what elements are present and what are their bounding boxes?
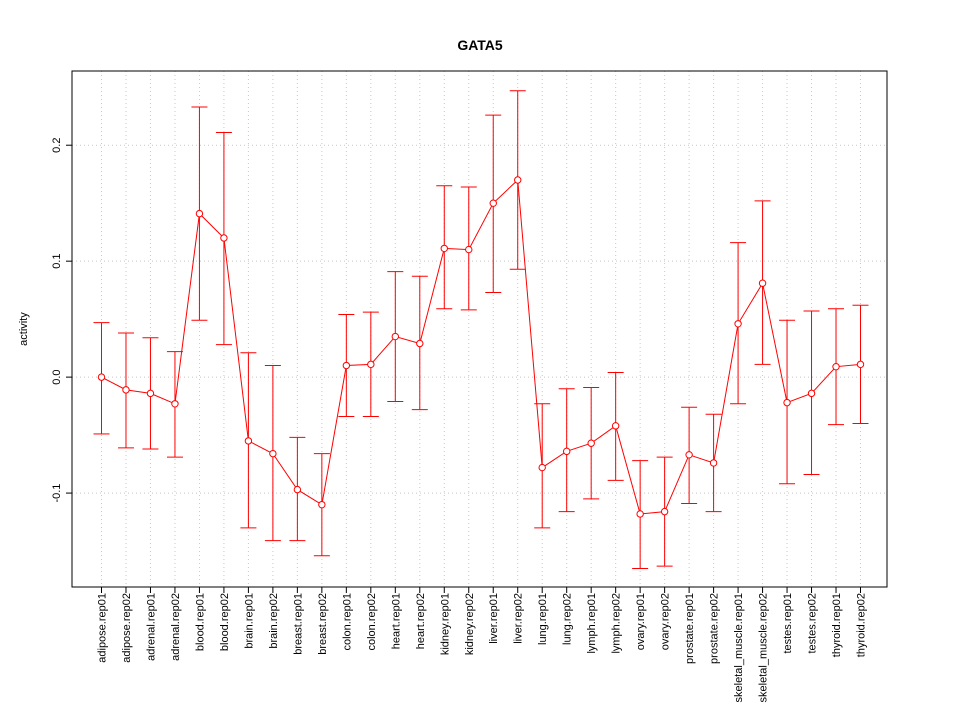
x-tick-label: colon.rep01 [341, 593, 353, 651]
x-tick-label: heart.rep02 [415, 593, 427, 649]
series-line [101, 178, 861, 515]
x-tick-label: adrenal.rep01 [145, 593, 157, 661]
y-tick-label: 0.1 [51, 254, 63, 269]
data-point [636, 510, 644, 518]
data-point [465, 245, 473, 254]
data-point [709, 459, 718, 467]
y-tick-label: -0.1 [51, 484, 63, 503]
x-tick-label: testes.rep02 [807, 593, 819, 654]
x-tick-label: lymph.rep01 [586, 593, 598, 654]
x-tick-label: thyroid.rep01 [831, 593, 843, 657]
data-point [269, 449, 277, 458]
x-tick-label: adipose.rep02 [121, 593, 133, 663]
x-tick-label: blood.rep01 [194, 593, 206, 651]
data-point [244, 437, 253, 445]
x-tick-label: liver.rep02 [513, 593, 525, 644]
data-point [122, 386, 130, 394]
grid [72, 71, 887, 587]
x-tick-label: brain.rep02 [268, 593, 280, 649]
plot-box [71, 70, 888, 588]
x-tick-label: prostate.rep02 [709, 593, 721, 664]
data-point [97, 373, 106, 381]
axes: -0.1 0.0 0.1 0.2 adipose.rep01 adipose.rep02 a… [51, 138, 868, 703]
x-tick-label: liver.rep01 [488, 593, 500, 644]
x-tick-label: skeletal_muscle.rep01 [733, 593, 745, 702]
data-point [587, 439, 595, 447]
x-tick-label: ovary.rep02 [660, 593, 672, 650]
data-point [758, 279, 767, 287]
x-tick-label: lung.rep01 [537, 593, 549, 645]
data-point [783, 398, 791, 407]
x-tick-label: lymph.rep02 [611, 593, 623, 654]
x-tick-label: breast.rep02 [317, 593, 329, 655]
data-point [195, 209, 204, 218]
y-tick-label: 0.0 [51, 369, 63, 384]
marks [93, 90, 869, 569]
x-tick-label: ovary.rep01 [635, 593, 647, 650]
x-tick-label: skeletal_muscle.rep02 [758, 593, 770, 702]
data-point [220, 234, 228, 242]
x-tick-label: thyroid.rep02 [856, 593, 868, 657]
data-point [514, 176, 522, 184]
x-tick-label: heart.rep01 [390, 593, 402, 649]
data-point [807, 389, 816, 398]
data-point [391, 332, 400, 341]
x-tick-label: blood.rep02 [219, 593, 231, 651]
data-point [489, 199, 497, 207]
x-tick-label: prostate.rep01 [684, 593, 696, 664]
chart-title: GATA5 [457, 37, 503, 53]
data-point [171, 400, 179, 408]
x-tick-label: adrenal.rep02 [170, 593, 182, 661]
y-axis-label: activity [18, 312, 30, 346]
x-tick-label: kidney.rep02 [464, 593, 476, 655]
data-point [538, 463, 546, 472]
data-point [367, 360, 375, 369]
data-point [416, 339, 424, 348]
data-point [734, 320, 742, 328]
data-point [832, 362, 840, 371]
data-point [318, 500, 326, 509]
data-point [660, 507, 669, 516]
x-tick-label: kidney.rep01 [439, 593, 451, 655]
x-tick-label: brain.rep01 [243, 593, 255, 649]
data-point [611, 422, 620, 430]
data-point [342, 361, 351, 370]
x-tick-label: breast.rep01 [292, 593, 304, 655]
x-tick-label: testes.rep01 [782, 593, 794, 654]
data-point [685, 451, 693, 459]
data-point [856, 360, 865, 369]
x-tick-label: adipose.rep01 [97, 593, 109, 663]
data-point [562, 447, 571, 456]
x-tick-label: colon.rep02 [366, 593, 378, 651]
y-tick-label: 0.2 [51, 138, 63, 153]
data-point [440, 244, 448, 253]
data-point [293, 485, 302, 494]
x-tick-label: lung.rep02 [562, 593, 574, 645]
data-point [146, 389, 155, 398]
